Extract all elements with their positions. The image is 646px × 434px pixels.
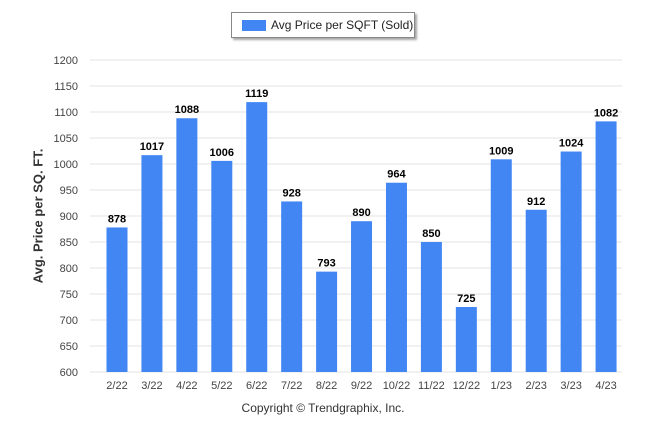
data-label: 928 [282, 187, 300, 199]
bar [316, 271, 338, 372]
x-tick-label: 12/22 [453, 380, 481, 392]
x-tick-label: 6/22 [246, 380, 267, 392]
y-tick-label: 800 [60, 263, 78, 275]
bar [420, 242, 442, 372]
legend-swatch [242, 20, 266, 31]
copyright-text: Copyright © Trendgraphix, Inc. [241, 401, 405, 415]
data-label: 1006 [210, 147, 234, 159]
bar [560, 151, 582, 372]
data-label: 1009 [489, 145, 513, 157]
data-label: 878 [108, 213, 126, 225]
data-label: 850 [422, 228, 440, 240]
bar [385, 182, 407, 372]
data-label: 1017 [140, 141, 164, 153]
bar [176, 118, 198, 373]
data-label: 793 [317, 258, 335, 270]
bar [246, 102, 268, 373]
y-tick-label: 1050 [54, 133, 78, 145]
y-tick-label: 1200 [54, 55, 78, 67]
y-tick-label: 950 [60, 185, 78, 197]
legend: Avg Price per SQFT (Sold) [231, 12, 415, 38]
x-tick-label: 4/23 [595, 380, 616, 392]
y-tick-label: 1100 [54, 107, 78, 119]
bar [490, 159, 512, 372]
y-tick-label: 600 [60, 367, 78, 379]
bar [141, 155, 163, 372]
y-tick-label: 1000 [54, 159, 78, 171]
data-label: 725 [457, 293, 475, 305]
bar [351, 221, 373, 372]
y-tick-label: 1150 [54, 81, 78, 93]
data-label: 1119 [245, 88, 268, 100]
data-label: 1088 [175, 104, 199, 116]
y-tick-labels: 600 650 700 750 800 850 900 950 1000 1050 1100 1150… [54, 55, 78, 379]
data-label: 1082 [594, 107, 618, 119]
y-tick-label: 900 [60, 211, 78, 223]
bar [106, 227, 128, 372]
data-label: 1024 [559, 138, 584, 150]
bar [211, 160, 233, 372]
bar [525, 209, 547, 372]
y-tick-label: 850 [60, 237, 78, 249]
data-label: 964 [387, 169, 406, 181]
y-tick-label: 650 [60, 341, 78, 353]
x-tick-label: 4/22 [176, 380, 197, 392]
x-tick-label: 1/23 [491, 380, 512, 392]
x-tick-label: 2/22 [106, 380, 127, 392]
data-label: 912 [527, 196, 545, 208]
x-tick-label: 10/22 [383, 380, 411, 392]
x-tick-label: 5/22 [211, 380, 232, 392]
bars: 878 1017 1088 1006 1119 928 793 890 964 850 725 100… [106, 88, 618, 373]
data-label: 890 [352, 207, 370, 219]
bar [281, 201, 303, 372]
x-tick-label: 8/22 [316, 380, 337, 392]
x-tick-label: 3/23 [560, 380, 581, 392]
x-tick-label: 7/22 [281, 380, 302, 392]
y-tick-label: 700 [60, 315, 78, 327]
bar [595, 121, 617, 372]
x-tick-label: 11/22 [418, 380, 445, 392]
x-tick-label: 2/23 [525, 380, 546, 392]
bar [455, 307, 477, 372]
x-tick-label: 9/22 [351, 380, 372, 392]
x-tick-label: 3/22 [141, 380, 162, 392]
x-tick-labels: 2/22 3/22 4/22 5/22 6/22 7/22 8/22 9/22 10/22 11/… [106, 380, 616, 392]
legend-label: Avg Price per SQFT (Sold) [271, 18, 414, 32]
y-tick-label: 750 [60, 289, 78, 301]
